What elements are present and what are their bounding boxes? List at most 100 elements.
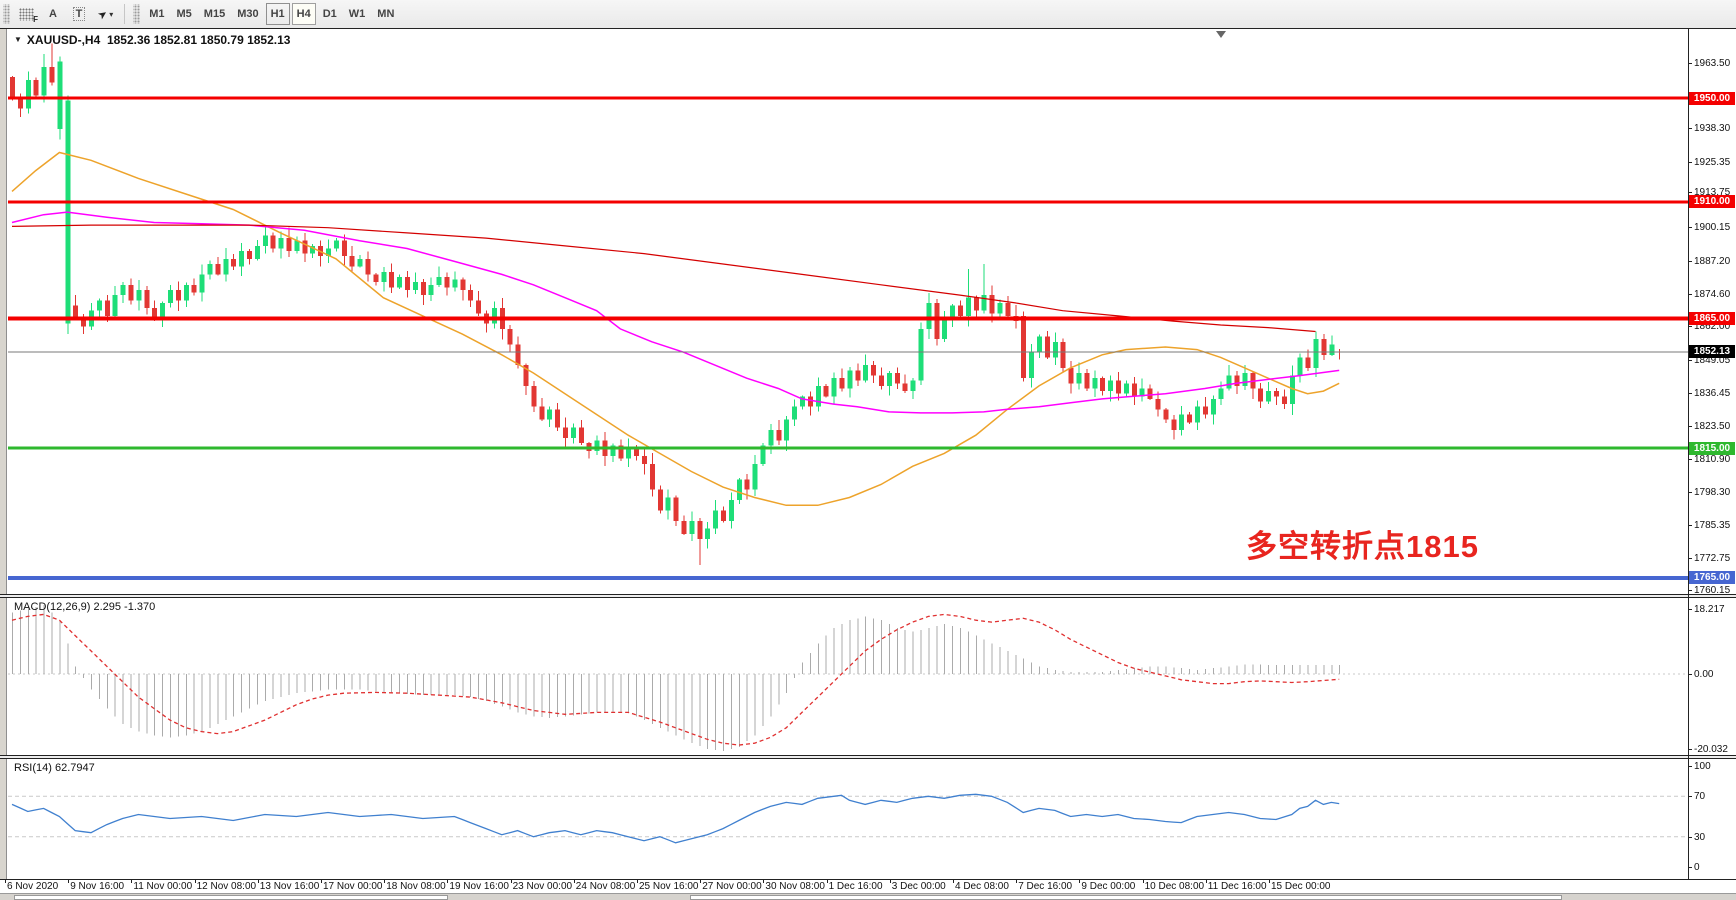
price-tick-mark: [1688, 458, 1692, 460]
rsi-tick-mark: [1688, 766, 1692, 767]
date-label: 24 Nov 08:00: [575, 881, 636, 892]
text-box-tool-button[interactable]: T: [67, 3, 91, 25]
price-tick-label: 1874.60: [1694, 288, 1731, 300]
date-axis[interactable]: 6 Nov 2020 9 Nov 16:00 11 Nov 00:00 12 Nov …: [0, 880, 1736, 893]
macd-tick-mark: [1688, 609, 1692, 610]
date-label: 23 Nov 00:00: [512, 881, 573, 892]
level-price-badge: 1865.00: [1689, 311, 1735, 325]
timeframe-m30-button[interactable]: M30: [237, 8, 259, 20]
draw-arrows-tool-button[interactable]: ➤ ▾: [93, 3, 118, 25]
price-tick-mark: [1688, 62, 1692, 64]
date-label: 9 Nov 16:00: [70, 881, 125, 892]
macd-svg: [8, 604, 1688, 751]
date-label: 15 Dec 00:00: [1271, 881, 1331, 892]
chart-left-edge: [0, 29, 7, 900]
price-tick-label: 1798.30: [1694, 486, 1731, 498]
timeframe-h1-button[interactable]: H1: [265, 3, 290, 25]
macd-signal-line: [11, 613, 1340, 746]
level-price-badge: 1910.00: [1689, 195, 1735, 209]
toolbar: F A T ➤ ▾ M1 M5 M15 M30 H1 H4 D1 W1 MN: [0, 0, 1736, 29]
candles-layer: [10, 43, 1343, 565]
date-tick-mark: [637, 880, 638, 883]
price-tick-label: 1785.35: [1694, 520, 1731, 532]
price-tick-label: 1772.75: [1694, 552, 1731, 564]
price-tick-mark: [1688, 491, 1692, 493]
date-tick-mark: [1079, 880, 1081, 883]
date-tick-mark: [573, 880, 575, 883]
chart-dropdown-icon[interactable]: ▼: [14, 35, 22, 44]
ma-mid-magenta: [11, 211, 1340, 414]
timeframe-mn-button[interactable]: MN: [377, 8, 395, 20]
date-label: 4 Dec 08:00: [955, 881, 1009, 892]
timeframe-m5-button[interactable]: M5: [176, 8, 192, 20]
date-tick-mark: [131, 880, 133, 883]
macd-tick-mark: [1688, 674, 1692, 675]
date-tick-mark: [1205, 880, 1207, 883]
drawing-tools-group: F A T ➤ ▾: [13, 3, 119, 25]
macd-tick-label: -20.032: [1694, 744, 1728, 755]
date-tick-mark: [1016, 880, 1018, 883]
grid-f-tool-button[interactable]: F: [14, 3, 39, 25]
timeframe-d1-button[interactable]: D1: [322, 8, 337, 20]
text-label-tool-button[interactable]: A: [49, 8, 57, 20]
arrows-icon: ➤: [95, 6, 111, 22]
timeframe-toolbar-drag-handle[interactable]: [133, 4, 141, 24]
rsi-tick-label: 0: [1694, 862, 1700, 873]
date-label: 11 Dec 16:00: [1207, 881, 1267, 892]
price-chart-svg: [8, 43, 1688, 580]
date-tick-mark: [510, 880, 512, 883]
price-tick-mark: [1688, 128, 1692, 130]
ma-fast-orange: [11, 151, 1340, 507]
date-tick-mark: [384, 880, 386, 883]
price-tick-mark: [1688, 260, 1692, 262]
price-tick-label: 1760.15: [1694, 585, 1731, 597]
date-tick-mark: [953, 880, 954, 883]
panel-divider-rsi[interactable]: [0, 755, 1736, 759]
price-tick-label: 1836.45: [1694, 387, 1731, 399]
price-tick-mark: [1688, 161, 1692, 163]
chart-shift-marker-icon[interactable]: [1216, 31, 1226, 38]
fast-nav-box-left[interactable]: [14, 895, 448, 900]
date-label: 3 Dec 00:00: [891, 881, 946, 892]
chart-frame-bottom-border: [0, 879, 1736, 880]
fast-nav-box-right[interactable]: [690, 895, 1562, 900]
chart-ohlc-values: 1852.36 1852.81 1850.79 1852.13: [106, 33, 291, 47]
rsi-label: RSI(14) 62.7947: [14, 762, 95, 774]
date-tick-mark: [1142, 880, 1144, 883]
horizontal-levels-layer: [8, 96, 1688, 580]
date-label: 18 Nov 08:00: [386, 881, 446, 892]
date-label: 27 Nov 00:00: [702, 881, 762, 892]
date-tick-mark: [194, 880, 196, 883]
price-tick-label: 1823.50: [1694, 421, 1731, 433]
panel-divider-macd[interactable]: [0, 594, 1736, 598]
level-price-badge: 1950.00: [1689, 91, 1735, 105]
date-label: 13 Nov 16:00: [259, 881, 320, 892]
timeframe-m15-button[interactable]: M15: [203, 8, 226, 20]
timeframe-w1-button[interactable]: W1: [348, 8, 366, 20]
macd-tick-mark: [1688, 749, 1692, 750]
date-label: 11 Nov 00:00: [133, 881, 193, 892]
rsi-tick-mark: [1688, 836, 1692, 838]
price-tick-label: 1900.15: [1694, 222, 1731, 234]
timeframe-buttons-group: M1 M5 M15 M30 H1 H4 D1 W1 MN: [143, 3, 400, 25]
date-tick-mark: [257, 880, 259, 883]
date-tick-mark: [700, 880, 702, 883]
price-tick-mark: [1688, 326, 1692, 328]
price-tick-mark: [1688, 293, 1692, 295]
annotation-text: 多空转折点1815: [1246, 529, 1479, 564]
rsi-line: [11, 793, 1340, 844]
price-tick-label: 1913.75: [1694, 187, 1731, 199]
macd-tick-label: 0.00: [1694, 669, 1714, 680]
price-tick-mark: [1688, 426, 1692, 428]
timeframe-m1-button[interactable]: M1: [149, 8, 165, 20]
rsi-tick-label: 100: [1694, 761, 1711, 772]
timeframe-h4-button[interactable]: H4: [291, 3, 316, 25]
date-tick-mark: [321, 880, 322, 883]
toolbar-drag-handle[interactable]: [3, 4, 10, 24]
date-label: 12 Nov 08:00: [196, 881, 257, 892]
price-tick-label: 1810.90: [1694, 453, 1731, 465]
rsi-svg: [8, 793, 1688, 844]
moving-averages-layer: [11, 151, 1340, 507]
date-tick-mark: [1269, 880, 1270, 883]
